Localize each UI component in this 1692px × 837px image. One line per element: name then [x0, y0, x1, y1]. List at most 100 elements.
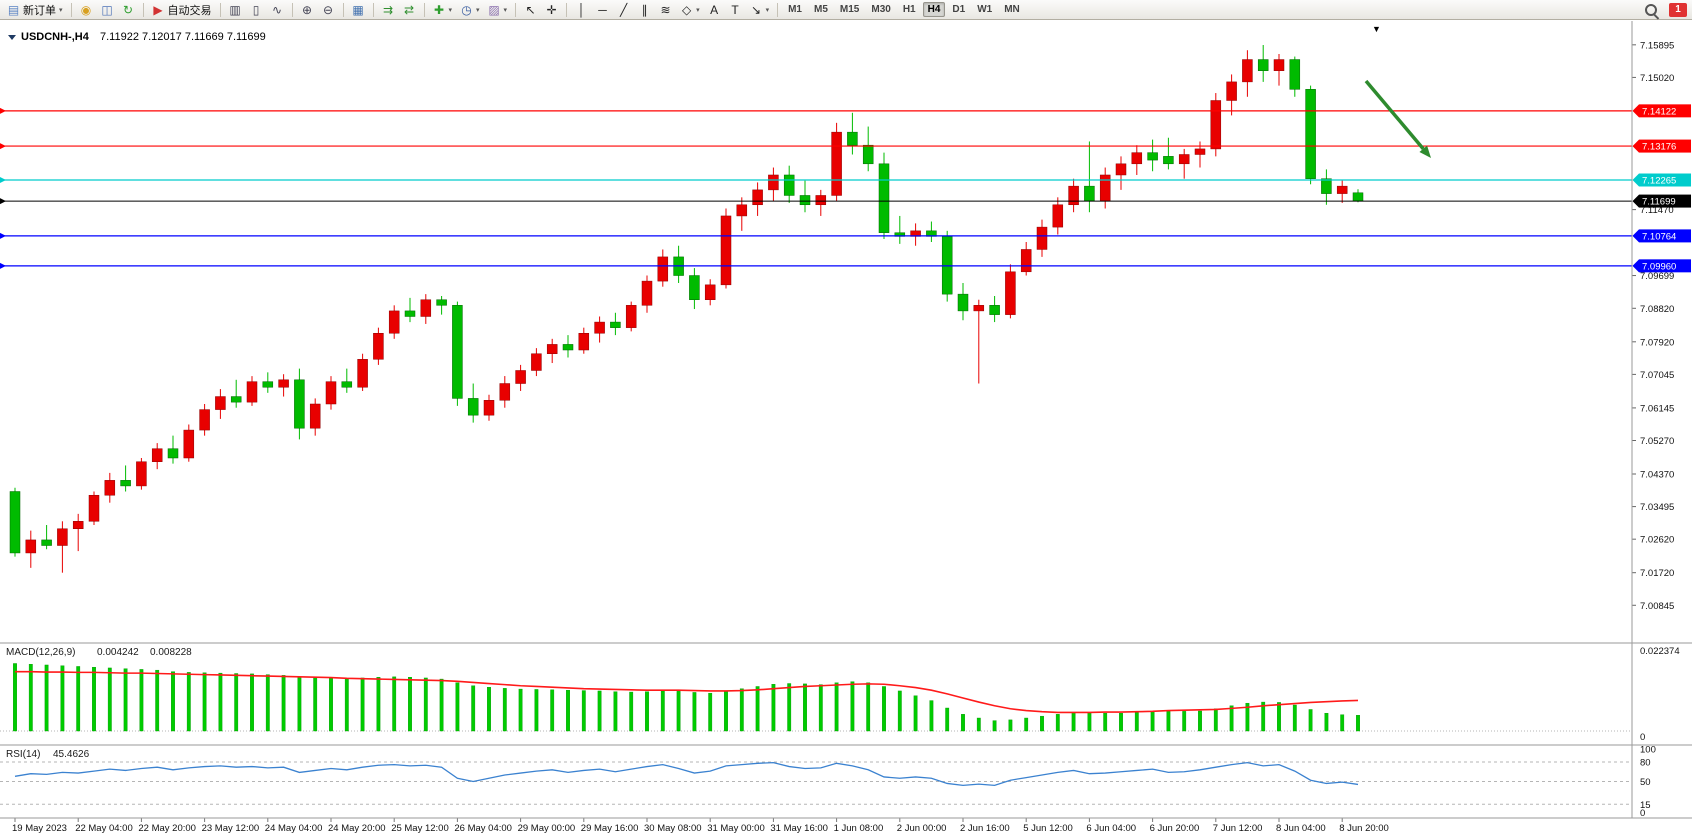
macd-bar: [250, 673, 254, 732]
time-label: 5 Jun 12:00: [1023, 823, 1073, 834]
timeframe-M1[interactable]: M1: [788, 4, 802, 15]
timeframe-H1[interactable]: H1: [902, 4, 916, 15]
indicators-icon-glyph: ✚: [433, 2, 445, 17]
timeframe-M30[interactable]: M30: [871, 4, 891, 15]
fibonacci-icon[interactable]: ≋: [656, 3, 675, 17]
macd-bar: [676, 691, 681, 732]
templates-icon[interactable]: ▨ ▾: [485, 3, 511, 17]
trendline-icon[interactable]: ╱: [614, 3, 633, 17]
vertical-line-icon[interactable]: │: [572, 3, 591, 17]
crosshair-icon[interactable]: ✛: [542, 3, 561, 17]
candle: [847, 112, 858, 155]
svg-text:7.10764: 7.10764: [1642, 231, 1676, 242]
candle: [120, 465, 131, 492]
level-line-handle[interactable]: [0, 107, 6, 114]
macd-bar: [439, 678, 444, 732]
refresh-icon[interactable]: ↻: [119, 3, 138, 17]
macd-bar: [471, 685, 476, 732]
level-line-handle[interactable]: [0, 262, 6, 269]
indicators-icon[interactable]: ✚ ▾: [430, 3, 456, 17]
candle: [499, 376, 511, 408]
toolbar-separator: [423, 2, 425, 17]
timeframe-M5[interactable]: M5: [814, 4, 828, 15]
market-watch-icon[interactable]: ◉: [77, 3, 96, 17]
level-line-handle[interactable]: [0, 177, 6, 184]
svg-text:7.13176: 7.13176: [1642, 142, 1676, 153]
notification-badge[interactable]: 1: [1669, 3, 1687, 17]
auto-trading-button[interactable]: ▶ 自动交易: [149, 1, 215, 19]
chart-canvas[interactable]: 7.15895 7.15020 7.11470 7.09699 7.08820 7.079…: [0, 21, 1692, 837]
timeframe-MN[interactable]: MN: [1004, 4, 1020, 15]
new-order-button[interactable]: ▤ 新订单 ▾: [4, 1, 66, 19]
macd-bar: [613, 691, 618, 732]
macd-bar: [1071, 712, 1076, 732]
candle: [404, 297, 416, 323]
level-line-handle[interactable]: [0, 143, 6, 150]
trend-arrow[interactable]: [1364, 79, 1431, 158]
chart-shift-icon[interactable]: ⇄: [400, 3, 419, 17]
chart-shift-icon-glyph: ⇄: [403, 2, 415, 17]
candle: [246, 376, 258, 406]
macd-bar: [408, 677, 412, 732]
time-label: 30 May 08:00: [644, 823, 702, 834]
macd-bar: [660, 690, 665, 732]
candle: [673, 245, 684, 283]
macd-bar: [518, 688, 523, 732]
macd-axis-min: 0: [1640, 732, 1645, 743]
search-icon[interactable]: [1643, 2, 1659, 18]
horizontal-line-icon[interactable]: ─: [593, 3, 612, 17]
candle: [230, 379, 242, 408]
timeframe-D1[interactable]: D1: [952, 4, 966, 15]
zoom-out-icon[interactable]: ⊖: [319, 3, 338, 17]
bar-chart-icon[interactable]: ▥: [226, 3, 245, 17]
rsi-axis-label: 15: [1640, 800, 1651, 811]
level-line-handle[interactable]: [0, 232, 6, 239]
level-line-handle[interactable]: [0, 198, 6, 205]
timeframe-H4[interactable]: H4: [922, 2, 946, 17]
candle: [546, 338, 558, 364]
macd-bar: [329, 677, 333, 732]
horizontal-line-icon-glyph: ─: [598, 2, 607, 17]
toolbar-separator: [142, 2, 144, 17]
line-chart-icon[interactable]: ∿: [268, 3, 287, 17]
text-icon[interactable]: A: [705, 3, 724, 17]
periods-icon[interactable]: ◷ ▾: [457, 3, 483, 17]
candle: [1036, 219, 1048, 257]
candlestick-chart-icon[interactable]: ▯: [247, 3, 266, 17]
price-tick-label: 7.08820: [1640, 304, 1674, 315]
macd-bar: [171, 671, 175, 732]
time-label: 26 May 04:00: [454, 823, 512, 834]
macd-bar: [581, 690, 586, 732]
macd-bar: [913, 695, 918, 732]
svg-text:7.11699: 7.11699: [1642, 197, 1676, 208]
shapes-icon[interactable]: ◇ ▾: [677, 3, 703, 17]
crosshair-icon-glyph: ✛: [546, 2, 557, 17]
auto-scroll-icon[interactable]: ⇉: [379, 3, 398, 17]
accounts-icon[interactable]: ◫: [98, 3, 117, 17]
time-label: 1 Jun 08:00: [834, 823, 884, 834]
timeframe-W1[interactable]: W1: [977, 4, 993, 15]
chart-shift-marker-icon[interactable]: ▼: [1372, 24, 1381, 34]
macd-bar: [1245, 702, 1250, 732]
candle: [1352, 189, 1364, 203]
candle: [373, 327, 384, 365]
symbol-marker-icon[interactable]: [8, 35, 16, 40]
macd-bar: [265, 674, 270, 732]
price-tick-label: 7.05270: [1640, 436, 1674, 447]
tile-windows-icon[interactable]: ▦: [349, 3, 368, 17]
tile-windows-icon-glyph: ▦: [352, 2, 364, 17]
text-label-icon[interactable]: T: [726, 3, 745, 17]
macd-bar: [502, 688, 507, 732]
candle: [1226, 74, 1237, 116]
macd-bar: [1277, 702, 1281, 732]
macd-bar: [1292, 704, 1297, 732]
timeframe-M15[interactable]: M15: [839, 4, 860, 15]
cursor-icon[interactable]: ↖: [521, 3, 540, 17]
rsi-value: 45.4626: [53, 749, 90, 760]
macd-bar: [866, 682, 871, 732]
zoom-in-icon[interactable]: ⊕: [298, 3, 317, 17]
equidistant-channel-icon[interactable]: ∥: [635, 3, 654, 17]
main-toolbar: ▤ 新订单 ▾ ◉ ◫ ↻ ▶ 自动交易 ▥ ▯ ∿ ⊕ ⊖ ▦ ⇉ ⇄ ✚ ▾ ◷ ▾ ▨ ▾ ↖ ✛ │ ─ ╱ ∥ ≋ ◇ ▾ A T ↘ ▾…: [0, 0, 1692, 20]
arrows-icon[interactable]: ↘ ▾: [747, 3, 773, 17]
macd-bar: [945, 707, 950, 732]
